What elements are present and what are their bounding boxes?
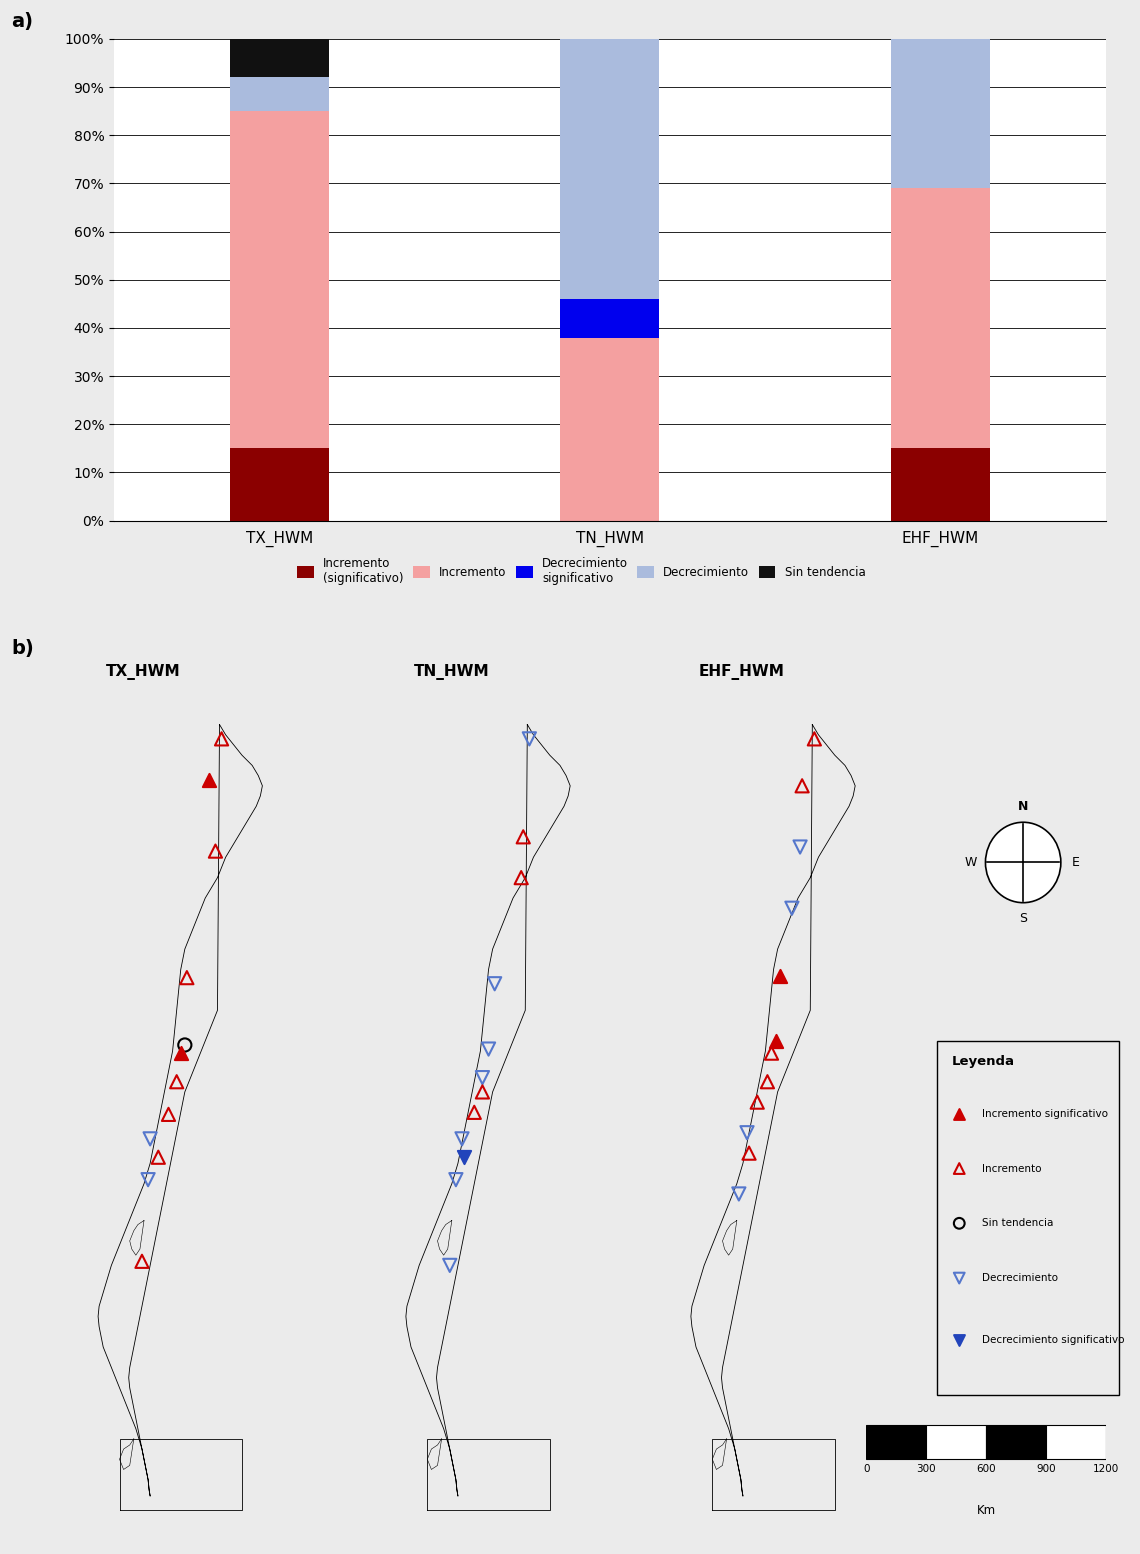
Text: 900: 900	[1036, 1464, 1056, 1475]
Point	[160, 1102, 178, 1127]
Text: EHF_HWM: EHF_HWM	[699, 664, 784, 679]
Point	[771, 963, 789, 988]
Bar	[229, 39, 328, 78]
Point	[748, 1089, 766, 1114]
Text: TN_HWM: TN_HWM	[414, 664, 489, 679]
Point	[738, 1120, 756, 1145]
Text: Incremento significativo: Incremento significativo	[982, 1108, 1108, 1119]
Text: Leyenda: Leyenda	[952, 1055, 1015, 1068]
Point	[514, 824, 532, 848]
Text: Km: Km	[977, 1504, 995, 1517]
Bar	[560, 337, 659, 521]
Text: 0: 0	[863, 1464, 870, 1475]
Bar	[866, 1425, 926, 1459]
Point	[178, 965, 196, 990]
Point	[133, 1249, 152, 1274]
Point	[168, 1069, 186, 1094]
Point	[486, 971, 504, 996]
Text: Decrecimiento significativo: Decrecimiento significativo	[982, 1335, 1124, 1346]
Text: Decrecimiento: Decrecimiento	[982, 1273, 1058, 1284]
Point	[793, 774, 812, 799]
Text: 600: 600	[976, 1464, 996, 1475]
Point	[783, 895, 801, 920]
Text: N: N	[1018, 800, 1028, 813]
Point	[176, 1032, 194, 1057]
Point	[441, 1253, 459, 1277]
Text: Incremento: Incremento	[982, 1164, 1041, 1173]
Point	[149, 1145, 168, 1170]
Point	[763, 1041, 781, 1066]
Text: 300: 300	[917, 1464, 936, 1475]
Text: E: E	[1072, 856, 1080, 869]
Bar	[1047, 1425, 1106, 1459]
Text: a): a)	[11, 12, 33, 31]
Point	[950, 1102, 968, 1127]
Point	[206, 839, 225, 864]
Point	[480, 1037, 498, 1061]
Point	[473, 1080, 491, 1105]
Point	[465, 1100, 483, 1125]
Point	[950, 1211, 968, 1235]
Text: W: W	[964, 856, 977, 869]
Text: 1200: 1200	[1092, 1464, 1119, 1475]
Point	[512, 866, 530, 890]
Circle shape	[985, 822, 1061, 903]
Point	[791, 834, 809, 859]
Bar	[229, 78, 328, 110]
Point	[139, 1167, 157, 1192]
Bar	[891, 448, 990, 521]
Point	[453, 1127, 471, 1152]
Point	[950, 1265, 968, 1290]
Bar	[560, 39, 659, 298]
Bar	[891, 188, 990, 448]
Bar	[229, 448, 328, 521]
Bar	[986, 1425, 1045, 1459]
Point	[141, 1127, 160, 1152]
Point	[172, 1041, 190, 1066]
Point	[950, 1327, 968, 1352]
Text: Sin tendencia: Sin tendencia	[982, 1218, 1053, 1228]
Bar	[229, 110, 328, 448]
Point	[455, 1145, 473, 1170]
Point	[730, 1181, 748, 1206]
Point	[473, 1064, 491, 1089]
Point	[520, 726, 538, 751]
Text: TX_HWM: TX_HWM	[106, 664, 180, 679]
Point	[805, 726, 823, 751]
Bar	[926, 1425, 986, 1459]
Point	[201, 768, 219, 793]
Point	[950, 1156, 968, 1181]
Point	[447, 1167, 465, 1192]
Point	[740, 1141, 758, 1166]
Bar	[560, 298, 659, 337]
Point	[758, 1069, 776, 1094]
Legend: Incremento
(significativo), Incremento, Decrecimiento
significativo, Decrecimien: Incremento (significativo), Incremento, …	[298, 556, 865, 586]
Text: S: S	[1019, 912, 1027, 925]
Bar	[891, 39, 990, 188]
Point	[766, 1029, 784, 1054]
Point	[212, 726, 230, 751]
Text: b): b)	[11, 639, 34, 657]
